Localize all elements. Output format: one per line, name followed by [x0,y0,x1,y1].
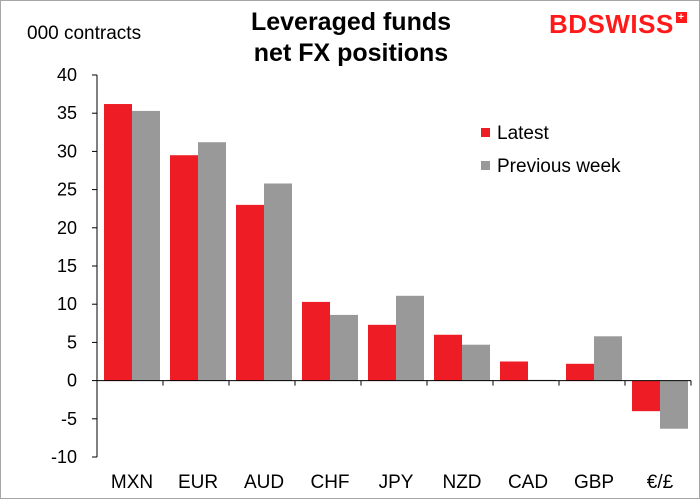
plus-icon: + [675,12,687,23]
chart-title-line-2: net FX positions [253,39,449,67]
brand-logo: BDSWISS + [549,9,687,40]
legend-label-latest: Latest [497,123,549,144]
legend-swatch-previous-week [481,161,490,170]
y-tick-label: 30 [57,141,77,161]
bar-previous-week [132,110,160,381]
x-category-label: EUR [178,472,218,493]
y-tick-label: 40 [57,65,77,85]
x-category-label: €/£ [647,472,674,493]
x-category-label: CAD [508,472,548,493]
bar-previous-week [462,344,490,381]
bar-previous-week [198,142,226,381]
y-tick-label: -10 [51,447,77,467]
bar-previous-week [264,183,292,381]
bar-previous-week [330,314,358,381]
bar-latest [566,363,594,381]
y-unit-label: 000 contracts [27,23,142,44]
bar-previous-week [396,295,424,381]
y-tick-label: 25 [57,180,77,200]
bar-latest [500,361,528,381]
bar-latest [170,155,198,381]
x-category-label: JPY [379,472,414,493]
x-category-label: CHF [310,472,349,493]
chart-title-line-1: Leveraged funds [250,8,452,36]
bar-latest [302,301,330,381]
bar-previous-week [660,380,688,429]
chart-title: Leveraged funds net FX positions [177,7,525,69]
y-tick-label: 35 [57,103,77,123]
brand-logo-text: BDSWISS [549,9,674,39]
y-tick-label: 15 [57,256,77,276]
bar-latest [434,334,462,381]
y-tick-label: 0 [67,371,77,391]
y-tick-label: 20 [57,218,77,238]
x-category-label: MXN [111,472,153,493]
y-tick-label: 5 [67,332,77,352]
bar-latest [632,380,660,412]
bar-latest [236,204,264,381]
y-tick-label: -5 [61,409,77,429]
y-tick-label: 10 [57,294,77,314]
bar-latest [104,104,132,381]
legend-label-previous-week: Previous week [497,156,621,177]
x-category-label: AUD [244,472,284,493]
x-category-label: GBP [574,472,614,493]
legend-swatch-latest [481,128,490,137]
bar-latest [368,324,396,381]
bar-previous-week [594,336,622,381]
x-category-label: NZD [442,472,481,493]
